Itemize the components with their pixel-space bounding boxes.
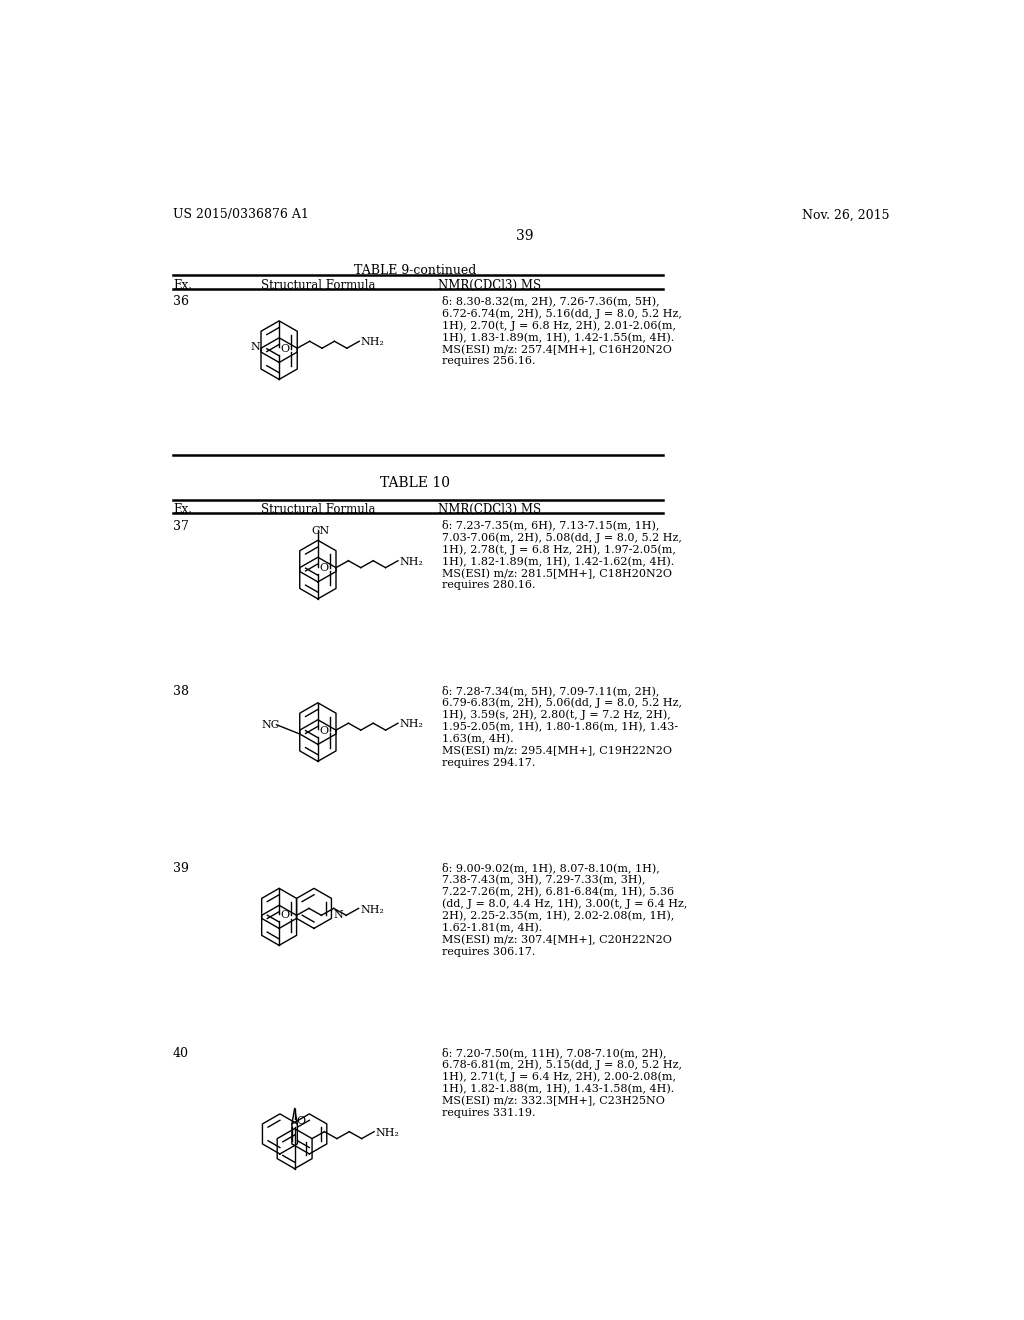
Text: NH₂: NH₂ [376, 1127, 399, 1138]
Text: N: N [250, 342, 260, 352]
Text: δ: 8.30-8.32(m, 2H), 7.26-7.36(m, 5H),
6.72-6.74(m, 2H), 5.16(dd, J = 8.0, 5.2 H: δ: 8.30-8.32(m, 2H), 7.26-7.36(m, 5H), 6… [442, 296, 682, 367]
Text: NH₂: NH₂ [399, 557, 423, 566]
Text: 36: 36 [173, 296, 189, 309]
Text: Ex.: Ex. [173, 503, 191, 516]
Text: 39: 39 [516, 230, 534, 243]
Text: O: O [281, 343, 290, 354]
Text: O: O [319, 726, 329, 735]
Text: NC: NC [261, 721, 280, 730]
Text: 39: 39 [173, 862, 188, 875]
Text: Structural Formula: Structural Formula [261, 503, 375, 516]
Text: CN: CN [311, 527, 330, 536]
Text: NMR(CDCl3) MS: NMR(CDCl3) MS [438, 503, 541, 516]
Text: US 2015/0336876 A1: US 2015/0336876 A1 [173, 209, 309, 222]
Text: O: O [319, 564, 329, 573]
Text: δ: 9.00-9.02(m, 1H), 8.07-8.10(m, 1H),
7.38-7.43(m, 3H), 7.29-7.33(m, 3H),
7.22-: δ: 9.00-9.02(m, 1H), 8.07-8.10(m, 1H), 7… [442, 862, 687, 957]
Text: NH₂: NH₂ [360, 338, 385, 347]
Text: O: O [281, 911, 290, 920]
Text: δ: 7.20-7.50(m, 11H), 7.08-7.10(m, 2H),
6.78-6.81(m, 2H), 5.15(dd, J = 8.0, 5.2 : δ: 7.20-7.50(m, 11H), 7.08-7.10(m, 2H), … [442, 1047, 682, 1118]
Text: TABLE 10: TABLE 10 [380, 477, 450, 491]
Text: 38: 38 [173, 685, 189, 698]
Text: TABLE 9-continued: TABLE 9-continued [353, 264, 476, 277]
Text: O: O [296, 1115, 305, 1126]
Text: NH₂: NH₂ [399, 719, 423, 730]
Text: δ: 7.23-7.35(m, 6H), 7.13-7.15(m, 1H),
7.03-7.06(m, 2H), 5.08(dd, J = 8.0, 5.2 H: δ: 7.23-7.35(m, 6H), 7.13-7.15(m, 1H), 7… [442, 520, 682, 590]
Text: NMR(CDCl3) MS: NMR(CDCl3) MS [438, 280, 541, 292]
Text: NH₂: NH₂ [360, 904, 384, 915]
Text: Nov. 26, 2015: Nov. 26, 2015 [802, 209, 890, 222]
Text: Ex.: Ex. [173, 280, 191, 292]
Text: N: N [333, 909, 343, 920]
Text: 40: 40 [173, 1047, 189, 1060]
Text: Structural Formula: Structural Formula [261, 280, 375, 292]
Text: 37: 37 [173, 520, 188, 532]
Text: δ: 7.28-7.34(m, 5H), 7.09-7.11(m, 2H),
6.79-6.83(m, 2H), 5.06(dd, J = 8.0, 5.2 H: δ: 7.28-7.34(m, 5H), 7.09-7.11(m, 2H), 6… [442, 685, 682, 768]
